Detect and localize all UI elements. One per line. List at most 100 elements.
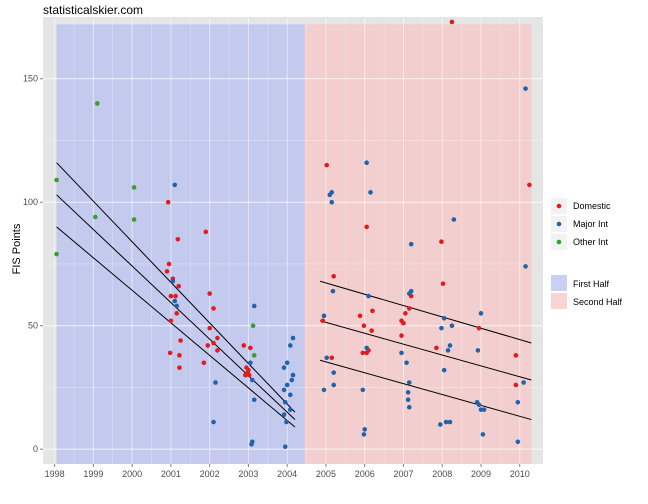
point-major-int [474, 399, 480, 405]
point-major-int [408, 241, 414, 247]
point-major-int [289, 377, 295, 383]
y-tick-label: 100 [23, 197, 38, 207]
point-domestic [215, 335, 220, 341]
point-domestic [248, 345, 253, 351]
point-domestic [370, 308, 375, 314]
legend-label-second-half: Second Half [573, 297, 623, 307]
point-major-int [330, 288, 336, 294]
x-tick-label: 2003 [238, 469, 258, 479]
point-domestic [513, 353, 519, 358]
point-major-int [451, 217, 457, 222]
regression-line [56, 226, 296, 428]
point-domestic [177, 365, 182, 370]
point-major-int [406, 291, 412, 296]
point-major-int [281, 387, 287, 393]
point-major-int [290, 335, 296, 341]
x-tick-label: 2009 [471, 469, 491, 479]
legend-half: First Half Second Half [551, 275, 623, 309]
point-major-int [443, 419, 449, 425]
point-domestic [401, 320, 406, 326]
point-domestic [513, 382, 519, 388]
point-other-int [131, 217, 137, 222]
point-domestic [207, 291, 212, 296]
point-major-int [437, 422, 443, 427]
point-major-int [251, 397, 257, 403]
point-domestic [215, 348, 220, 353]
point-major-int [331, 382, 336, 388]
legend-label-major-int: Major Int [573, 219, 609, 229]
regression-line [319, 359, 532, 421]
point-domestic [439, 239, 444, 245]
legend-label-other-int: Other Int [573, 237, 609, 247]
point-domestic [211, 306, 216, 311]
point-major-int [406, 404, 412, 410]
point-domestic [211, 340, 216, 346]
point-domestic [174, 311, 180, 316]
x-tick-label: 2002 [200, 469, 220, 479]
point-major-int [329, 190, 335, 195]
point-major-int [172, 182, 178, 188]
point-major-int [515, 439, 521, 445]
x-tick-label: 2005 [316, 469, 336, 479]
point-domestic [164, 269, 170, 274]
point-major-int [284, 382, 290, 388]
point-major-int [480, 432, 486, 437]
point-major-int [368, 190, 373, 195]
half-regions [56, 24, 532, 464]
point-major-int [405, 397, 411, 403]
point-major-int [287, 407, 293, 412]
point-major-int [447, 343, 453, 348]
point-domestic [178, 338, 183, 343]
y-tick-label: 0 [33, 444, 38, 454]
point-major-int [282, 444, 288, 450]
point-domestic [320, 318, 326, 324]
point-other-int [251, 353, 257, 358]
y-axis-ticks: 0 50 100 150 [23, 74, 43, 454]
point-other-int [93, 214, 98, 220]
x-tick-label: 1998 [45, 469, 65, 479]
point-domestic [434, 345, 439, 351]
point-domestic [403, 311, 408, 316]
regression-line [56, 162, 296, 413]
legend-type: Domestic Major Int Other Int [551, 198, 611, 250]
y-axis-title: FIS Points [11, 223, 23, 274]
point-major-int [284, 360, 290, 366]
point-domestic [369, 328, 374, 333]
point-major-int [449, 323, 455, 329]
point-domestic [177, 353, 182, 358]
x-tick-label: 2007 [393, 469, 413, 479]
point-domestic [207, 325, 212, 331]
point-major-int [281, 412, 287, 417]
point-major-int [405, 390, 411, 395]
y-tick-label: 150 [23, 74, 38, 84]
region-first-half [56, 24, 305, 464]
point-major-int [211, 419, 216, 425]
x-tick-label: 1999 [83, 469, 103, 479]
point-domestic [165, 199, 171, 205]
point-major-int [521, 380, 526, 385]
point-domestic [201, 360, 207, 366]
point-major-int [475, 348, 481, 353]
point-major-int [249, 441, 254, 447]
point-major-int [441, 367, 447, 373]
point-major-int [523, 86, 528, 91]
point-domestic [406, 306, 412, 311]
point-major-int [331, 370, 336, 375]
point-major-int [251, 303, 257, 309]
point-major-int [362, 427, 368, 432]
point-major-int [360, 387, 366, 393]
point-major-int [366, 293, 371, 299]
point-domestic [175, 236, 181, 242]
x-tick-label: 2000 [122, 469, 142, 479]
x-tick-label: 2004 [277, 469, 297, 479]
point-domestic [205, 343, 211, 348]
point-major-int [523, 264, 528, 269]
point-major-int [404, 360, 409, 366]
point-domestic [357, 313, 363, 319]
point-major-int [250, 377, 255, 383]
point-major-int [284, 419, 289, 425]
point-domestic [527, 182, 532, 188]
point-domestic [324, 162, 330, 168]
point-major-int [287, 343, 293, 348]
